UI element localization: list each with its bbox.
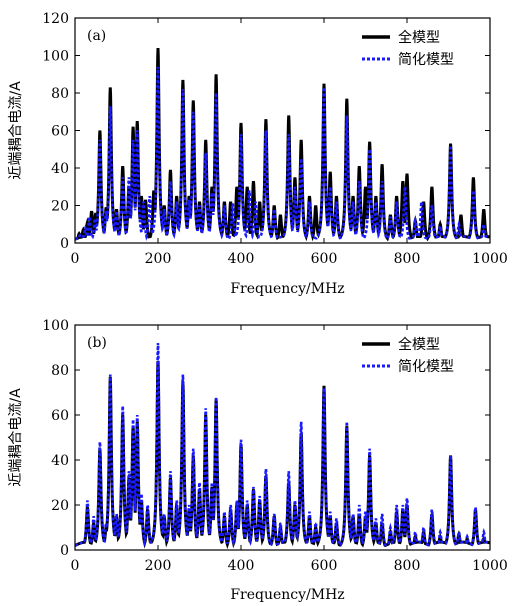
y-tick-label: 0 [60, 543, 69, 559]
x-tick-label: 200 [145, 558, 172, 574]
y-tick-label: 60 [51, 408, 69, 424]
series-line-full-model [75, 360, 490, 550]
x-axis-title: Frequency/MHz [230, 281, 344, 297]
x-tick-label: 0 [71, 558, 80, 574]
series-line-simplified-model [75, 66, 490, 241]
y-axis-title: 近端耦合电流/A [8, 81, 24, 180]
y-tick-label: 40 [51, 453, 69, 469]
legend-label-simplified-model: 简化模型 [398, 51, 454, 68]
panel-label: (a) [87, 28, 106, 44]
x-tick-label: 400 [228, 251, 255, 267]
y-tick-label: 120 [42, 11, 69, 27]
x-tick-label: 600 [311, 251, 338, 267]
y-tick-label: 80 [51, 86, 69, 102]
x-tick-label: 1000 [472, 251, 508, 267]
y-tick-label: 20 [51, 199, 69, 215]
chart-panel-b: 0 200 400 600 800 1000 0 20 40 60 80 100 Frequency/M… [8, 318, 508, 603]
x-axis-title: Frequency/MHz [230, 587, 344, 603]
x-tick-label: 0 [71, 251, 80, 267]
series-line-simplified-model [75, 342, 490, 548]
x-tick-label: 800 [394, 251, 421, 267]
y-tick-label: 80 [51, 363, 69, 379]
x-tick-label: 1000 [472, 558, 508, 574]
y-tick-label: 100 [42, 318, 69, 334]
legend-label-simplified-model: 简化模型 [398, 358, 454, 375]
x-tick-label: 400 [228, 558, 255, 574]
y-axis-title: 近端耦合电流/A [8, 388, 24, 487]
chart-panel-a: 0 200 400 600 800 1000 0 20 40 60 80 100 120 Frequenc… [8, 11, 508, 297]
x-tick-label: 600 [311, 558, 338, 574]
x-tick-label: 200 [145, 251, 172, 267]
y-tick-label: 100 [42, 49, 69, 65]
panel-label: (b) [87, 335, 107, 351]
y-tick-label: 40 [51, 161, 69, 177]
x-tick-label: 800 [394, 558, 421, 574]
y-tick-label: 20 [51, 498, 69, 514]
y-tick-label: 60 [51, 124, 69, 140]
legend-label-full-model: 全模型 [398, 29, 440, 46]
legend-label-full-model: 全模型 [398, 336, 440, 353]
y-tick-label: 0 [60, 236, 69, 252]
plot-frame [74, 324, 491, 551]
